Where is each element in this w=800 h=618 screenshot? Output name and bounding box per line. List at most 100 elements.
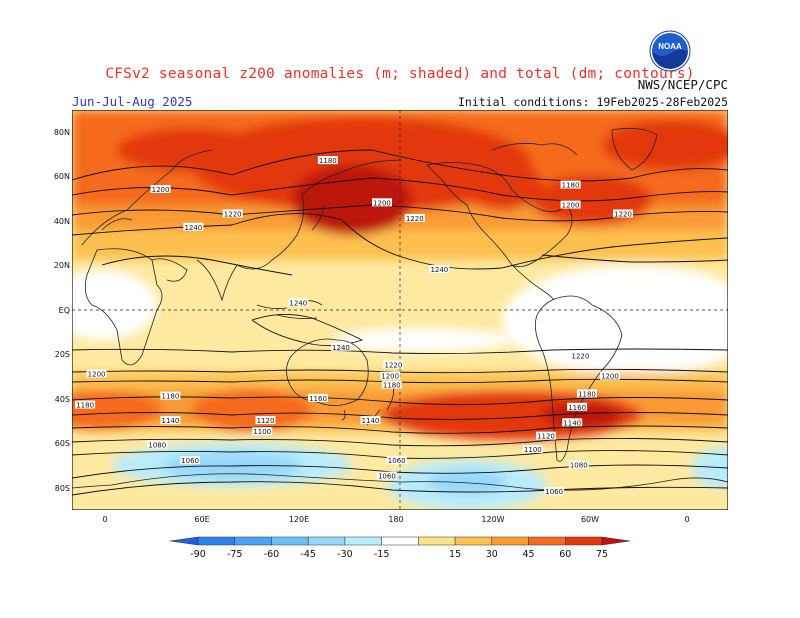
lat-label-60s: 60S (54, 439, 70, 448)
lat-label-80n: 80N (53, 128, 70, 137)
lat-label-eq: EQ (58, 306, 70, 315)
contour-label: 1200 (380, 371, 401, 381)
lon-label-120e: 120E (288, 515, 310, 524)
contour-label: 1180 (317, 156, 338, 165)
colorbar-label: 60 (559, 549, 571, 560)
contour-label: 1100 (522, 445, 543, 454)
contour-label-text: 1140 (563, 419, 581, 427)
colorbar-label: -75 (227, 549, 243, 560)
lon-label-180: 180 (388, 515, 404, 524)
initial-conditions-label: Initial conditions: 19Feb2025-28Feb2025 (457, 95, 728, 109)
contour-label: 1240 (183, 222, 204, 232)
contour-label-text: 1180 (319, 157, 337, 165)
colorbar-label: -30 (337, 549, 353, 560)
contour-label: 1180 (381, 380, 402, 390)
contour-label: 1080 (568, 460, 589, 470)
contour-label-text: 1100 (524, 446, 542, 454)
contour-label-text: 1240 (332, 344, 350, 352)
contour-labels: 1180120012201240120012201180120012201240… (75, 156, 634, 496)
contour-label: 1060 (386, 456, 407, 465)
anomaly-map: 1180120012201240120012201180120012201240… (72, 110, 728, 510)
contour-label: 1140 (160, 416, 181, 425)
contour-label: 1200 (560, 200, 581, 210)
contour-label-text: 1220 (406, 215, 424, 223)
colorbar-label: 30 (486, 549, 498, 560)
contour-label: 1200 (599, 371, 620, 381)
contour-label: 1180 (560, 180, 581, 190)
contour-label-text: 1160 (309, 395, 327, 403)
colorbar-swatch (381, 536, 419, 546)
contour-label-text: 1220 (224, 210, 242, 218)
contour-label-text: 1060 (378, 473, 396, 481)
colorbar-label: -45 (300, 549, 316, 560)
color-scale: -90-75-60-45-30-15153045607590 (170, 536, 630, 560)
lat-label-20s: 20S (54, 350, 70, 359)
colorbar-swatch (528, 536, 566, 546)
contour-label: 1220 (570, 351, 591, 361)
contour-label: 1240 (429, 265, 450, 274)
contour-label: 1200 (150, 185, 171, 194)
contour-label-text: 1100 (253, 428, 271, 436)
colorbar-label: 75 (596, 549, 608, 560)
contour-label: 1200 (371, 198, 392, 207)
contour-label: 1240 (330, 342, 351, 352)
contour-label-text: 1200 (601, 373, 619, 381)
contour-label: 1160 (308, 393, 328, 403)
contour-label-text: 1200 (88, 370, 106, 378)
colorbar-label: -15 (374, 549, 390, 560)
colorbar-swatch (234, 536, 272, 546)
contour-label: 1060 (180, 456, 201, 465)
contour-label-text: 1200 (562, 202, 580, 210)
lat-label-40n: 40N (53, 217, 70, 226)
colorbar-swatch (418, 536, 456, 546)
lat-label-40s: 40S (54, 395, 70, 404)
colorbar-label: 15 (449, 549, 461, 560)
contour-label: 1160 (567, 402, 588, 412)
contour-label: 1220 (383, 360, 404, 370)
colorbar-swatch (565, 536, 603, 546)
contour-label-text: 1180 (562, 182, 580, 190)
contour-label-text: 1220 (385, 362, 403, 370)
colorbar-swatch (307, 536, 346, 546)
contour-label: 1220 (613, 209, 634, 218)
lat-label-80s: 80S (54, 484, 70, 493)
contour-label-text: 1060 (181, 457, 199, 465)
contour-label: 1140 (562, 418, 583, 427)
lat-label-20n: 20N (53, 261, 70, 270)
contour-label-text: 1160 (568, 404, 586, 412)
contour-label: 1240 (288, 298, 309, 307)
map-gridlines (72, 110, 728, 510)
contour-label-text: 1200 (381, 373, 399, 381)
contour-label: 1180 (75, 400, 96, 410)
contour-label: 1180 (576, 389, 597, 398)
contour-label: 1120 (255, 416, 276, 425)
lon-label-60w: 60W (580, 515, 600, 524)
contour-label: 1100 (252, 427, 273, 436)
contour-label: 1220 (404, 213, 425, 223)
colorbar-swatch (271, 536, 309, 546)
season-label: Jun-Jul-Aug 2025 (72, 94, 193, 109)
contour-label-text: 1180 (161, 393, 179, 401)
contour-label-text: 1240 (289, 299, 307, 307)
lon-label-0-east: 0 (684, 515, 690, 524)
contour-label-text: 1220 (571, 353, 589, 361)
contour-label-text: 1080 (570, 462, 588, 470)
contour-label-text: 1120 (537, 433, 555, 441)
lon-label-120w: 120W (481, 515, 505, 524)
colorbar-swatch (344, 536, 382, 546)
contour-label: 1140 (360, 416, 381, 425)
contour-label: 1180 (160, 391, 181, 401)
map-title: CFSv2 seasonal z200 anomalies (m; shaded… (105, 66, 695, 82)
contour-label-text: 1180 (578, 390, 596, 398)
contour-label-text: 1180 (383, 382, 401, 390)
contour-label: 1220 (222, 209, 243, 218)
lon-label-0: 0 (102, 515, 108, 524)
contour-label-text: 1140 (362, 417, 380, 425)
lon-label-60e: 60E (194, 515, 210, 524)
coastlines (72, 127, 728, 491)
contour-label-text: 1080 (148, 442, 166, 450)
agency-label: NWS/NCEP/CPC (637, 77, 728, 92)
noaa-logo-icon: NOAA (649, 30, 691, 72)
contour-label-text: 1140 (161, 417, 179, 425)
colorbar-swatch (454, 536, 493, 546)
